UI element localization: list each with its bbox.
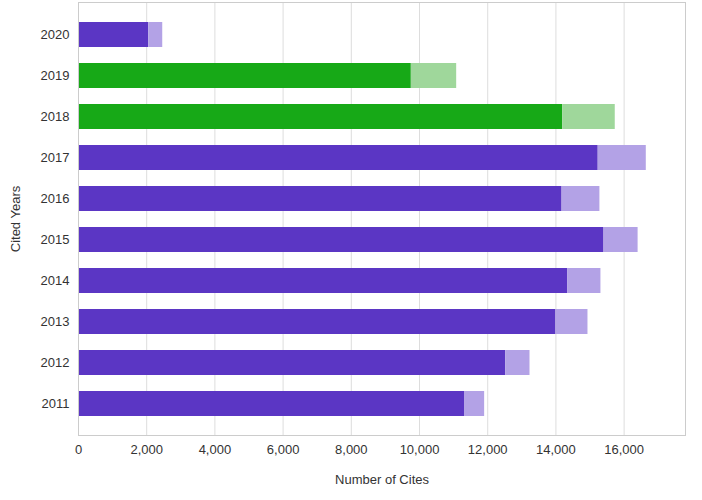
svg-text:2020: 2020 (41, 27, 70, 42)
svg-text:8,000: 8,000 (335, 442, 368, 457)
svg-text:2019: 2019 (41, 68, 70, 83)
svg-text:12,000: 12,000 (468, 442, 508, 457)
svg-text:2017: 2017 (41, 150, 70, 165)
svg-text:14,000: 14,000 (536, 442, 576, 457)
svg-text:2014: 2014 (41, 273, 70, 288)
svg-text:2013: 2013 (41, 314, 70, 329)
svg-text:2016: 2016 (41, 191, 70, 206)
svg-text:4,000: 4,000 (199, 442, 232, 457)
svg-text:Number of Cites: Number of Cites (335, 472, 429, 487)
svg-text:2,000: 2,000 (130, 442, 163, 457)
svg-text:0: 0 (75, 442, 82, 457)
svg-text:10,000: 10,000 (400, 442, 440, 457)
svg-text:2012: 2012 (41, 355, 70, 370)
svg-text:16,000: 16,000 (604, 442, 644, 457)
svg-text:6,000: 6,000 (267, 442, 300, 457)
svg-text:2011: 2011 (42, 396, 70, 411)
svg-text:Cited Years: Cited Years (8, 185, 23, 252)
svg-text:2015: 2015 (41, 232, 70, 247)
svg-text:2018: 2018 (41, 109, 70, 124)
